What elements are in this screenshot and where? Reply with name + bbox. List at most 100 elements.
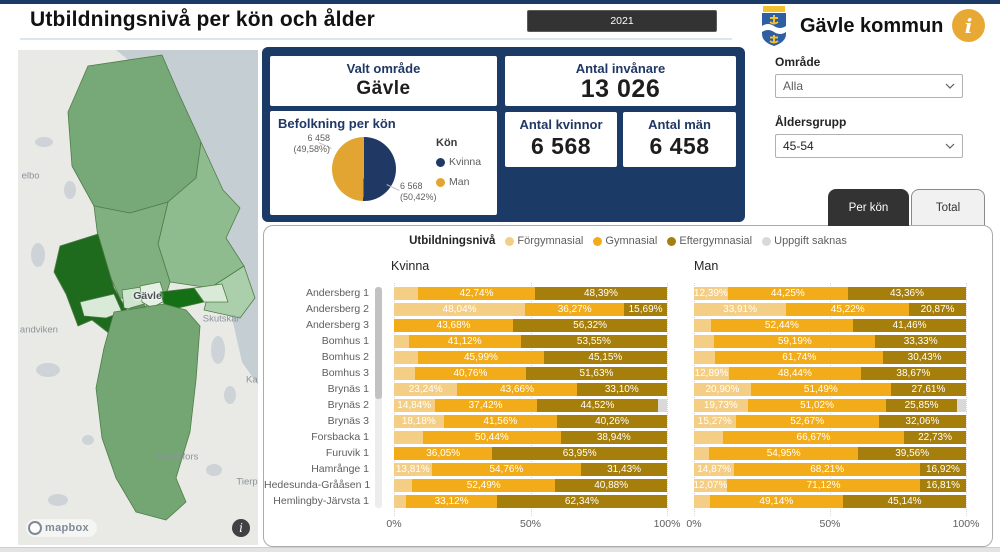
pie-legend-item[interactable]: Man — [436, 176, 481, 188]
segment-förgymnasial[interactable] — [394, 479, 413, 492]
segment-gymnasial[interactable]: 48,44% — [729, 367, 861, 380]
segment-eftergymnasial[interactable]: 45,14% — [843, 495, 966, 508]
segment-förgymnasial[interactable]: 15,27% — [694, 415, 736, 428]
bar-row[interactable]: 18,18% 41,56% 40,26% — [394, 415, 667, 428]
legend-item[interactable]: Gymnasial — [593, 235, 657, 247]
bar-row[interactable]: 33,12% 62,34% — [394, 495, 667, 508]
chart-scrollbar-thumb[interactable] — [375, 287, 382, 399]
segment-eftergymnasial[interactable]: 16,81% — [920, 479, 966, 492]
segment-förgymnasial[interactable] — [694, 351, 716, 364]
bar-row[interactable]: 19,73% 51,02% 25,85% — [694, 399, 966, 412]
legend-item[interactable]: Förgymnasial — [505, 235, 583, 247]
area-filter-dropdown[interactable]: Alla — [775, 74, 963, 98]
district-gavle-urban[interactable] — [139, 281, 167, 309]
segment-förgymnasial[interactable]: 20,90% — [694, 383, 751, 396]
segment-eftergymnasial[interactable]: 56,32% — [513, 319, 667, 332]
segment-gymnasial[interactable]: 43,66% — [457, 383, 577, 396]
bar-row[interactable]: 59,19% 33,33% — [694, 335, 966, 348]
district-south[interactable] — [95, 303, 201, 521]
pie-legend-item[interactable]: Kvinna — [436, 156, 481, 168]
segment-eftergymnasial[interactable]: 40,26% — [557, 415, 667, 428]
segment-eftergymnasial[interactable]: 43,36% — [848, 287, 966, 300]
segment-förgymnasial[interactable] — [394, 431, 423, 444]
segment-eftergymnasial[interactable]: 31,43% — [581, 463, 667, 476]
map-districts[interactable] — [53, 54, 256, 521]
segment-gymnasial[interactable]: 40,76% — [414, 367, 527, 380]
bar-row[interactable]: 48,04% 36,27% 15,69% — [394, 303, 667, 316]
segment-gymnasial[interactable]: 59,19% — [714, 335, 876, 348]
segment-eftergymnasial[interactable]: 33,33% — [875, 335, 966, 348]
segment-eftergymnasial[interactable]: 51,63% — [526, 367, 667, 380]
segment-förgymnasial[interactable] — [694, 495, 710, 508]
age-filter-dropdown[interactable]: 45-54 — [775, 134, 963, 158]
segment-gymnasial[interactable]: 52,67% — [735, 415, 879, 428]
segment-förgymnasial[interactable] — [694, 447, 709, 460]
segment-gymnasial[interactable]: 68,21% — [734, 463, 920, 476]
segment-förgymnasial[interactable]: 19,73% — [694, 399, 748, 412]
bar-row[interactable]: 20,90% 51,49% 27,61% — [694, 383, 966, 396]
segment-eftergymnasial[interactable]: 16,92% — [919, 463, 966, 476]
segment-uppgift-saknas[interactable] — [956, 399, 966, 412]
segment-eftergymnasial[interactable]: 27,61% — [890, 383, 966, 396]
segment-förgymnasial[interactable]: 12,39% — [694, 287, 728, 300]
segment-eftergymnasial[interactable]: 40,88% — [555, 479, 667, 492]
segment-eftergymnasial[interactable]: 32,06% — [878, 415, 966, 428]
segment-förgymnasial[interactable]: 13,81% — [394, 463, 432, 476]
segment-gymnasial[interactable]: 50,44% — [422, 431, 561, 444]
segment-förgymnasial[interactable]: 33,91% — [694, 303, 787, 316]
bar-row[interactable]: 45,99% 45,15% — [394, 351, 667, 364]
segment-uppgift-saknas[interactable] — [658, 399, 667, 412]
bar-row[interactable]: 41,12% 53,55% — [394, 335, 667, 348]
segment-gymnasial[interactable]: 54,95% — [708, 447, 859, 460]
bar-row[interactable]: 49,14% 45,14% — [694, 495, 966, 508]
bar-row[interactable]: 14,87% 68,21% 16,92% — [694, 463, 966, 476]
segment-förgymnasial[interactable] — [694, 431, 723, 444]
segment-eftergymnasial[interactable]: 22,73% — [904, 431, 966, 444]
segment-eftergymnasial[interactable]: 38,94% — [560, 431, 667, 444]
segment-förgymnasial[interactable] — [394, 351, 419, 364]
segment-eftergymnasial[interactable]: 63,95% — [492, 447, 667, 460]
segment-gymnasial[interactable]: 36,05% — [394, 447, 493, 460]
bar-row[interactable]: 13,81% 54,76% 31,43% — [394, 463, 667, 476]
segment-förgymnasial[interactable]: 18,18% — [394, 415, 444, 428]
choropleth-map[interactable]: elbo andviken Gävle Skutskär Ka Söderfors Tier… — [18, 50, 258, 545]
segment-förgymnasial[interactable]: 14,84% — [394, 399, 435, 412]
segment-eftergymnasial[interactable]: 15,69% — [624, 303, 667, 316]
bar-row[interactable]: 66,67% 22,73% — [694, 431, 966, 444]
segment-eftergymnasial[interactable]: 39,56% — [858, 447, 966, 460]
bar-row[interactable]: 15,27% 52,67% 32,06% — [694, 415, 966, 428]
segment-eftergymnasial[interactable]: 48,39% — [534, 287, 667, 300]
segment-gymnasial[interactable]: 37,42% — [434, 399, 537, 412]
segment-gymnasial[interactable]: 44,25% — [727, 287, 849, 300]
segment-gymnasial[interactable]: 41,12% — [408, 335, 521, 348]
bar-row[interactable]: 14,84% 37,42% 44,52% — [394, 399, 667, 412]
segment-förgymnasial[interactable] — [394, 495, 407, 508]
segment-förgymnasial[interactable] — [394, 287, 419, 300]
segment-eftergymnasial[interactable]: 41,46% — [853, 319, 966, 332]
legend-item[interactable]: Eftergymnasial — [667, 235, 752, 247]
bar-row[interactable]: 42,74% 48,39% — [394, 287, 667, 300]
bar-row[interactable]: 54,95% 39,56% — [694, 447, 966, 460]
bar-row[interactable]: 12,07% 71,12% 16,81% — [693, 479, 966, 492]
segment-förgymnasial[interactable] — [694, 335, 715, 348]
bar-row[interactable]: 43,68% 56,32% — [394, 319, 667, 332]
info-icon[interactable]: i — [952, 9, 985, 42]
year-slicer-button[interactable]: 2021 — [527, 10, 717, 32]
segment-eftergymnasial[interactable]: 25,85% — [886, 399, 957, 412]
segment-eftergymnasial[interactable]: 62,34% — [496, 495, 667, 508]
segment-förgymnasial[interactable] — [394, 367, 415, 380]
segment-gymnasial[interactable]: 71,12% — [726, 479, 921, 492]
segment-gymnasial[interactable]: 66,67% — [722, 431, 905, 444]
bar-row[interactable]: 12,39% 44,25% 43,36% — [694, 287, 966, 300]
district-coast[interactable] — [203, 265, 256, 319]
legend-item[interactable]: Uppgift saknas — [762, 235, 847, 247]
segment-gymnasial[interactable]: 33,12% — [406, 495, 497, 508]
segment-eftergymnasial[interactable]: 44,52% — [536, 399, 659, 412]
segment-eftergymnasial[interactable]: 20,87% — [909, 303, 966, 316]
bar-row[interactable]: 36,05% 63,95% — [394, 447, 667, 460]
segment-förgymnasial[interactable] — [394, 335, 409, 348]
mapbox-attribution[interactable]: mapbox — [26, 519, 97, 537]
segment-gymnasial[interactable]: 51,02% — [747, 399, 887, 412]
segment-gymnasial[interactable]: 45,22% — [786, 303, 910, 316]
segment-förgymnasial[interactable]: 48,04% — [394, 303, 526, 316]
